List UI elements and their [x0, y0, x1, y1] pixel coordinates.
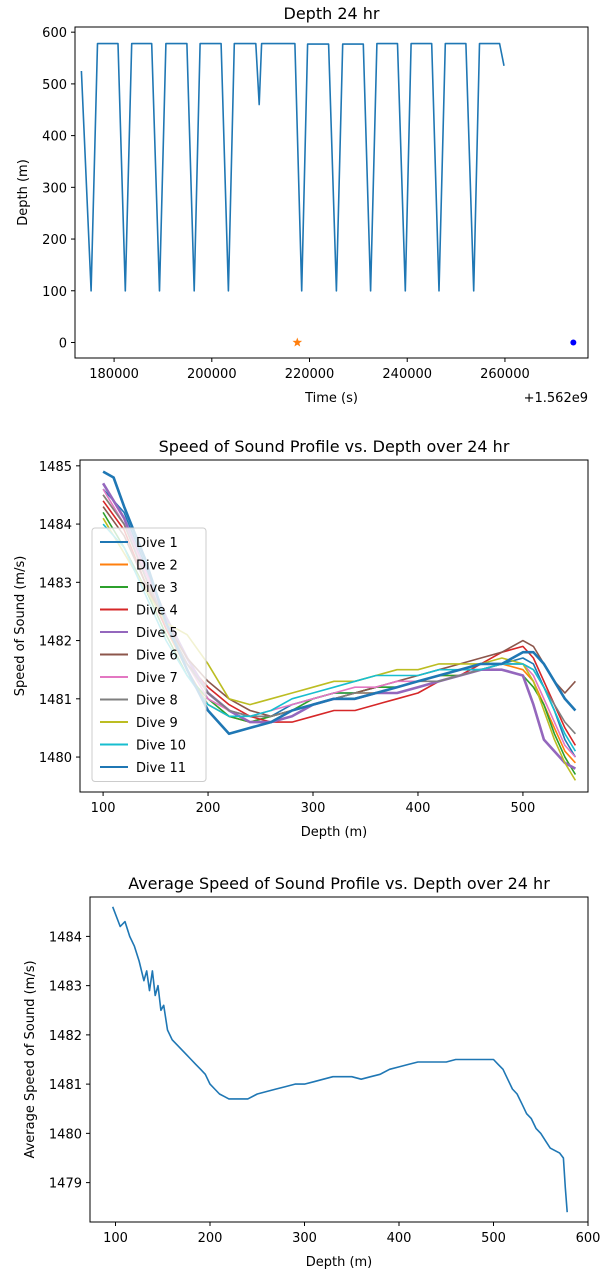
y-tick-label: 600 [42, 26, 67, 41]
axes-frame [79, 459, 589, 793]
legend-label: Dive 10 [136, 739, 186, 754]
x-tick-label: 400 [406, 801, 431, 816]
chart-1: Depth 24 hr Time (s) Depth (m) 180000 200000… [16, 4, 589, 406]
legend-label: Dive 3 [136, 581, 178, 596]
star-marker [292, 337, 303, 347]
chart-3: Average Speed of Sound Profile vs. Depth… [23, 874, 600, 1270]
chart-title: Speed of Sound Profile vs. Depth over 24… [159, 437, 510, 456]
x-tick-label: 100 [103, 1231, 128, 1246]
x-tick-label: 500 [481, 1231, 506, 1246]
y-tick-label: 1481 [39, 693, 72, 708]
y-tick-label: 100 [42, 285, 67, 300]
x-tick-label: 180000 [89, 367, 139, 382]
x-axis-label: Depth (m) [306, 1255, 373, 1270]
legend-box [91, 527, 207, 782]
y-tick-label: 0 [59, 336, 67, 351]
x-tick-label: 100 [91, 801, 116, 816]
plot-area [80, 42, 577, 347]
dot-marker [570, 339, 577, 346]
y-tick-label: 1485 [39, 460, 72, 475]
legend-label: Dive 8 [136, 694, 178, 709]
x-tick-label: 600 [576, 1231, 601, 1246]
chart-title: Average Speed of Sound Profile vs. Depth… [128, 874, 550, 893]
legend-label: Dive 1 [136, 536, 178, 551]
legend-label: Dive 4 [136, 604, 178, 619]
series-line-1 [80, 42, 505, 292]
x-axis-label: Time (s) [304, 391, 358, 406]
y-axis-label: Depth (m) [16, 159, 31, 226]
y-tick-label: 1479 [49, 1177, 82, 1192]
x-tick-label: 220000 [285, 367, 335, 382]
y-tick-label: 1481 [49, 1078, 82, 1093]
y-tick-label: 300 [42, 181, 67, 196]
x-axis-label: Depth (m) [301, 825, 368, 840]
series-line-1 [111, 906, 568, 1213]
x-tick-label: 240000 [382, 367, 432, 382]
y-tick-label: 1483 [39, 576, 72, 591]
x-tick-label: 500 [511, 801, 536, 816]
x-tick-label: 260000 [480, 367, 530, 382]
x-tick-label: 300 [292, 1231, 317, 1246]
axes-frame [89, 896, 589, 1223]
y-tick-label: 200 [42, 233, 67, 248]
y-axis-label: Average Speed of Sound (m/s) [23, 960, 38, 1158]
legend: Dive 1 Dive 2 Dive 3 Dive 4 Dive 5 Dive 6 Dive… [91, 527, 207, 782]
y-tick-label: 1484 [49, 930, 82, 945]
y-tick-label: 1483 [49, 980, 82, 995]
legend-label: Dive 2 [136, 559, 178, 574]
y-tick-label: 1482 [49, 1029, 82, 1044]
x-offset-label: +1.562e9 [524, 391, 588, 406]
legend-label: Dive 6 [136, 649, 178, 664]
x-tick-label: 200 [196, 801, 221, 816]
y-tick-label: 400 [42, 130, 67, 145]
x-tick-label: 200 [198, 1231, 223, 1246]
x-tick-label: 300 [301, 801, 326, 816]
y-tick-label: 500 [42, 78, 67, 93]
axes-frame [74, 26, 589, 359]
y-axis-label: Speed of Sound (m/s) [13, 556, 28, 697]
legend-label: Dive 7 [136, 671, 178, 686]
x-tick-label: 400 [387, 1231, 412, 1246]
legend-label: Dive 5 [136, 626, 178, 641]
y-tick-label: 1484 [39, 518, 72, 533]
x-tick-label: 200000 [187, 367, 237, 382]
chart-title: Depth 24 hr [284, 4, 380, 23]
y-tick-label: 1482 [39, 635, 72, 650]
legend-label: Dive 11 [136, 761, 186, 776]
legend-label: Dive 9 [136, 716, 178, 731]
plot-area [111, 906, 568, 1213]
y-tick-label: 1480 [39, 751, 72, 766]
chart-2: Speed of Sound Profile vs. Depth over 24… [13, 437, 589, 840]
y-tick-label: 1480 [49, 1127, 82, 1142]
